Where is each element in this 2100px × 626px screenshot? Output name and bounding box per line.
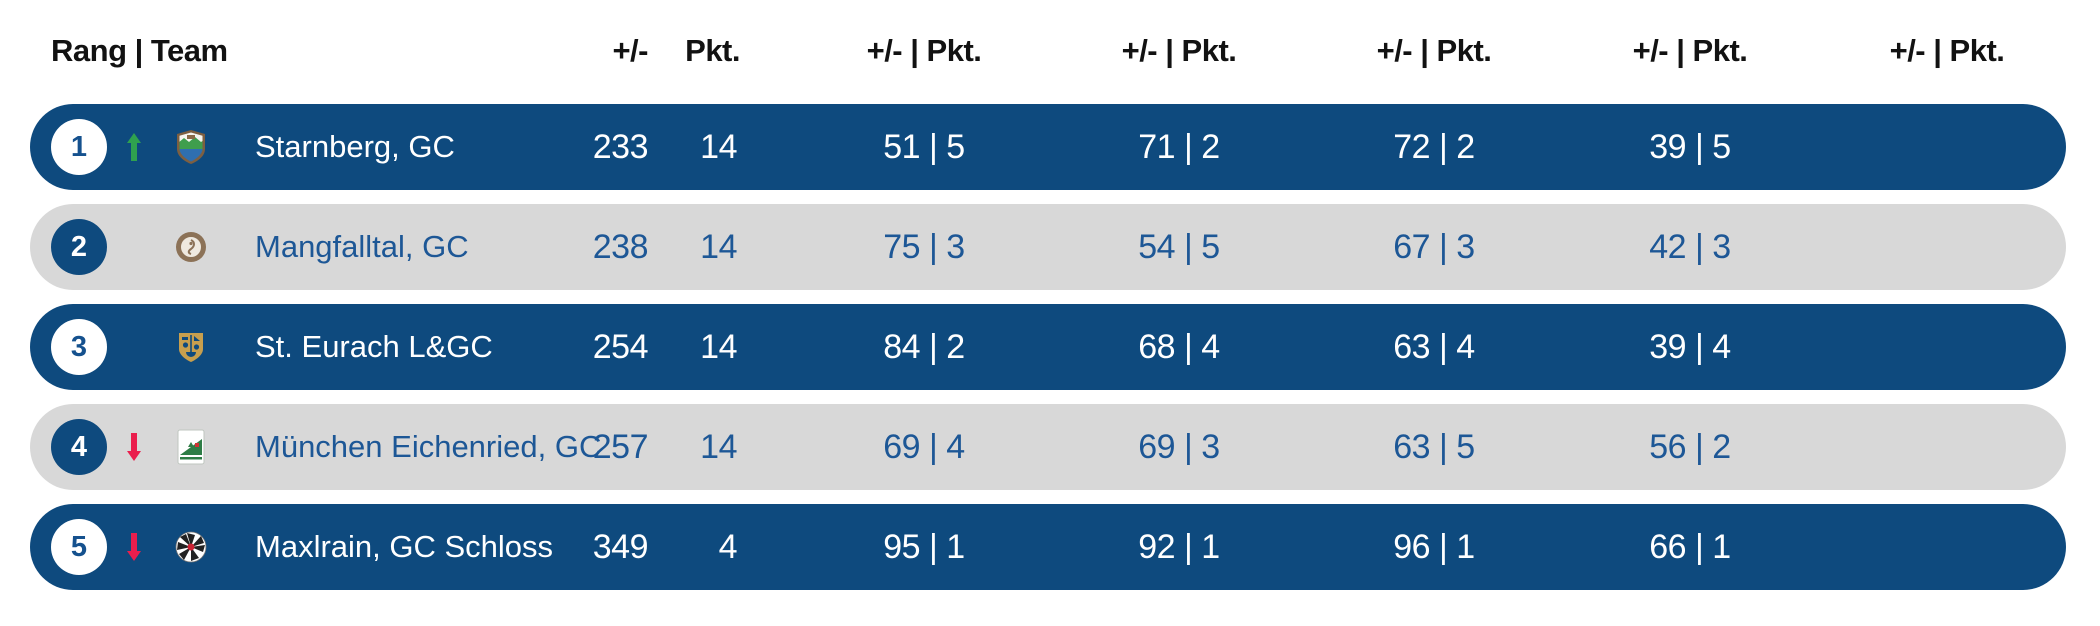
round-2-value: 54 | 5 [1138, 228, 1220, 266]
table-row[interactable]: 3 St. Eurach L&GC 254 14 84 | 2 68 | 4 6… [30, 304, 2066, 390]
team-name: Maxlrain, GC Schloss [255, 529, 554, 564]
rank-badge: 2 [51, 219, 107, 275]
round-2-value: 92 | 1 [1138, 528, 1220, 566]
round-5-value [1837, 404, 2057, 490]
column-header-round-4: +/- | Pkt. [1632, 33, 1748, 68]
rank-badge: 5 [51, 519, 107, 575]
rank-badge: 3 [51, 319, 107, 375]
round-1-value: 51 | 5 [883, 128, 965, 166]
column-header-points: Pkt. [685, 33, 740, 68]
round-1-value: 75 | 3 [883, 228, 965, 266]
round-4-value: 39 | 4 [1649, 328, 1731, 366]
points-value: 4 [718, 528, 738, 566]
plus-minus-value: 257 [592, 428, 649, 466]
table-row[interactable]: 1 Starnberg, GC 233 14 51 | 5 71 | 2 72 … [30, 104, 2066, 190]
table-row[interactable]: 4 München Eichenried, GC 257 14 69 | 4 6… [30, 404, 2066, 490]
rank-badge: 1 [51, 119, 107, 175]
round-2-value: 71 | 2 [1138, 128, 1220, 166]
muenchen-eichenried-flag-icon [177, 429, 205, 465]
rank-badge: 4 [51, 419, 107, 475]
round-2-value: 68 | 4 [1138, 328, 1220, 366]
maxlrain-wheel-icon [175, 531, 207, 563]
round-4-value: 56 | 2 [1649, 428, 1731, 466]
st-eurach-shield-icon [179, 333, 203, 362]
trend-up-icon [127, 133, 141, 161]
round-2-value: 69 | 3 [1138, 428, 1220, 466]
starnberg-crest-icon [177, 130, 205, 164]
column-header-round-3: +/- | Pkt. [1376, 33, 1492, 68]
team-name: Mangfalltal, GC [255, 229, 469, 264]
round-3-value: 63 | 5 [1393, 428, 1475, 466]
team-name: Starnberg, GC [255, 129, 455, 164]
round-1-value: 69 | 4 [883, 428, 965, 466]
table-row[interactable]: 2 Mangfalltal, GC 238 14 75 | 3 54 | 5 6… [30, 204, 2066, 290]
round-4-value: 42 | 3 [1649, 228, 1731, 266]
column-header-round-2: +/- | Pkt. [1121, 33, 1237, 68]
points-value: 14 [700, 128, 737, 166]
column-header-round-1: +/- | Pkt. [866, 33, 982, 68]
column-header-rang-team: Rang | Team [51, 33, 228, 68]
trend-down-icon [127, 433, 141, 461]
points-value: 14 [700, 328, 737, 366]
round-3-value: 96 | 1 [1393, 528, 1475, 566]
table-row[interactable]: 5 Maxlrain, GC Schloss 349 4 95 | 1 92 |… [30, 504, 2066, 590]
round-5-value [1837, 104, 2057, 190]
points-value: 14 [700, 228, 737, 266]
plus-minus-value: 349 [592, 528, 649, 566]
round-1-value: 95 | 1 [883, 528, 965, 566]
column-header-plus-minus: +/- [612, 33, 648, 68]
round-5-value [1837, 204, 2057, 290]
round-5-value [1837, 304, 2057, 390]
round-5-value [1837, 504, 2057, 590]
column-header-round-5: +/- | Pkt. [1889, 33, 2005, 68]
round-1-value: 84 | 2 [883, 328, 965, 366]
plus-minus-value: 233 [592, 128, 649, 166]
round-4-value: 66 | 1 [1649, 528, 1731, 566]
round-3-value: 67 | 3 [1393, 228, 1475, 266]
points-value: 14 [700, 428, 737, 466]
round-3-value: 72 | 2 [1393, 128, 1475, 166]
round-3-value: 63 | 4 [1393, 328, 1475, 366]
round-4-value: 39 | 5 [1649, 128, 1731, 166]
mangfalltal-badge-icon [176, 232, 206, 262]
trend-down-icon [127, 533, 141, 561]
plus-minus-value: 254 [592, 328, 649, 366]
team-name: München Eichenried, GC [255, 429, 602, 464]
plus-minus-value: 238 [592, 228, 649, 266]
team-name: St. Eurach L&GC [255, 329, 493, 364]
